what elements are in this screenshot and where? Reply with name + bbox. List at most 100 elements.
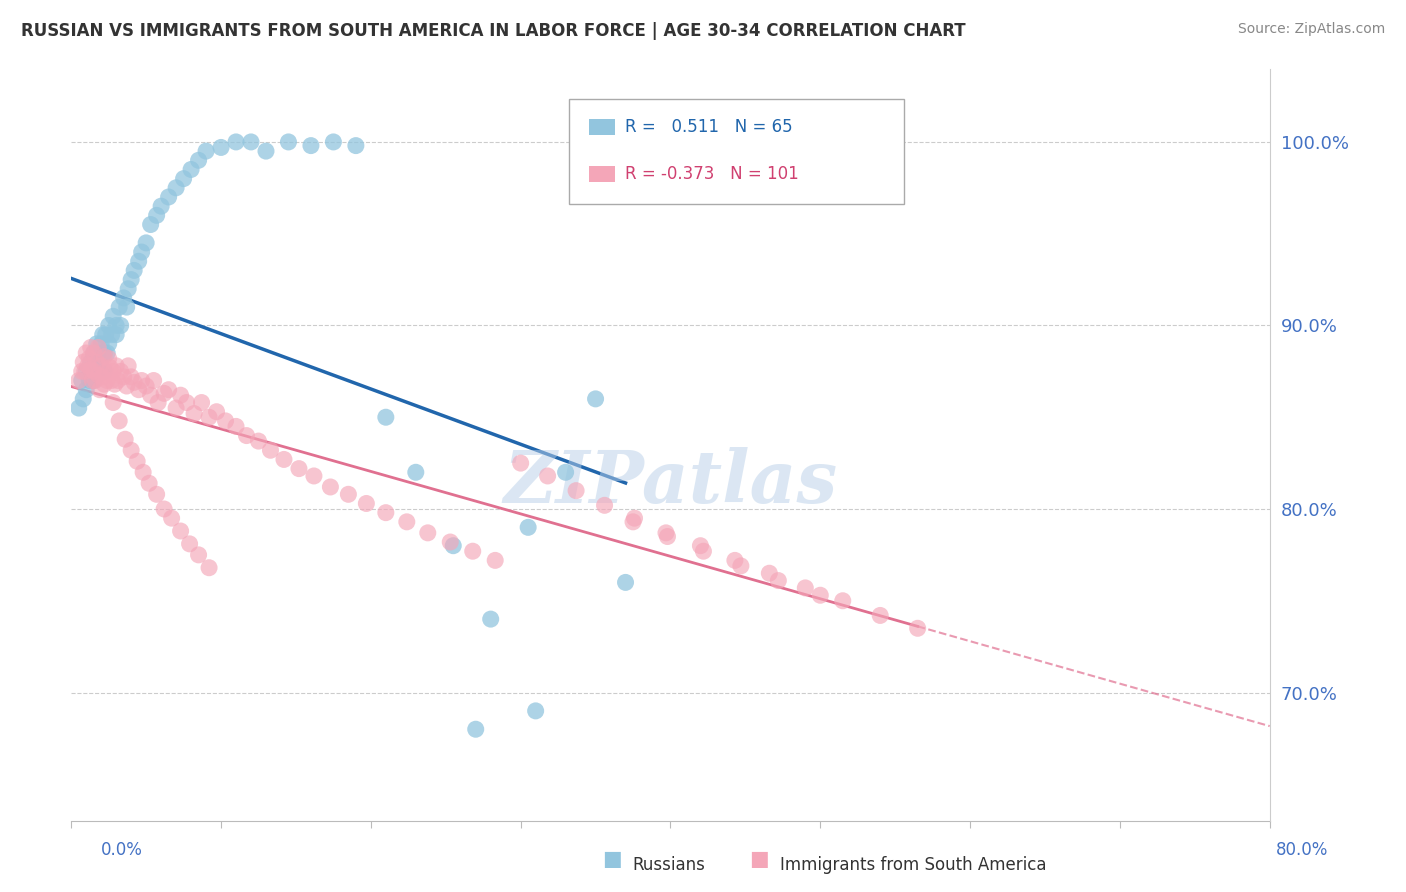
Point <box>117 282 139 296</box>
Point <box>97 351 120 366</box>
Point <box>86 336 108 351</box>
Text: ■: ■ <box>749 849 769 869</box>
Point <box>135 379 157 393</box>
Point <box>655 525 678 540</box>
Point <box>153 502 176 516</box>
Point <box>205 405 228 419</box>
Point <box>758 566 780 581</box>
Point <box>138 476 160 491</box>
Point <box>77 351 100 366</box>
Point <box>89 383 111 397</box>
Point <box>344 138 367 153</box>
Point <box>169 524 191 538</box>
Point <box>131 374 153 388</box>
Point <box>87 368 110 382</box>
Point <box>80 355 103 369</box>
Point <box>464 723 486 737</box>
Point <box>73 364 96 378</box>
Point <box>83 374 105 388</box>
Point <box>259 443 281 458</box>
Point <box>692 544 714 558</box>
Point <box>72 355 94 369</box>
Point <box>657 529 679 543</box>
Point <box>169 388 191 402</box>
Point <box>142 374 165 388</box>
Point <box>97 318 120 333</box>
Point <box>319 480 342 494</box>
Point <box>91 369 114 384</box>
Point <box>105 327 128 342</box>
Point <box>90 359 112 373</box>
Point <box>128 254 150 268</box>
Point <box>110 318 132 333</box>
FancyBboxPatch shape <box>568 99 904 204</box>
Point <box>565 483 588 498</box>
Point <box>83 346 105 360</box>
Point <box>122 263 145 277</box>
Point <box>240 135 263 149</box>
Point <box>94 364 117 378</box>
Point <box>337 487 360 501</box>
Point <box>77 374 100 388</box>
Point <box>90 336 112 351</box>
Point <box>82 374 104 388</box>
Text: ■: ■ <box>602 849 621 869</box>
Point <box>623 511 645 525</box>
Point <box>87 341 110 355</box>
Point <box>100 327 122 342</box>
Point <box>103 364 125 378</box>
Point <box>72 392 94 406</box>
Point <box>120 369 142 384</box>
Point <box>209 140 232 154</box>
Point <box>187 153 209 168</box>
Point <box>593 499 616 513</box>
Point <box>108 300 131 314</box>
Point <box>108 414 131 428</box>
Point <box>115 379 138 393</box>
Point <box>509 456 531 470</box>
Point <box>198 410 221 425</box>
Point <box>80 341 103 355</box>
Point <box>195 144 218 158</box>
Point <box>374 506 396 520</box>
Point <box>114 432 136 446</box>
Point <box>621 515 644 529</box>
Point <box>107 374 129 388</box>
Point <box>479 612 502 626</box>
Point <box>100 374 122 388</box>
Point <box>110 364 132 378</box>
Text: Source: ZipAtlas.com: Source: ZipAtlas.com <box>1237 22 1385 37</box>
Text: Immigrants from South America: Immigrants from South America <box>780 856 1047 874</box>
Point <box>83 346 105 360</box>
Text: 80.0%: 80.0% <box>1277 840 1329 858</box>
Point <box>302 469 325 483</box>
Point <box>689 539 711 553</box>
Point <box>103 395 125 409</box>
Point <box>132 465 155 479</box>
Point <box>395 515 418 529</box>
Point <box>67 374 90 388</box>
Point <box>70 374 93 388</box>
Bar <box>589 119 616 136</box>
Text: R = -0.373   N = 101: R = -0.373 N = 101 <box>624 165 799 183</box>
Point <box>96 346 118 360</box>
Point <box>524 704 547 718</box>
Point <box>139 388 162 402</box>
Point <box>145 487 167 501</box>
Point <box>517 520 540 534</box>
Point <box>165 401 187 415</box>
Point <box>86 355 108 369</box>
Point <box>76 359 98 373</box>
Point <box>356 496 378 510</box>
Point <box>730 558 752 573</box>
Point <box>104 377 127 392</box>
Point <box>97 336 120 351</box>
Point <box>235 428 257 442</box>
Point <box>70 364 93 378</box>
Point <box>131 245 153 260</box>
Point <box>83 364 105 378</box>
Point <box>75 364 97 378</box>
Point <box>84 374 107 388</box>
Point <box>145 208 167 222</box>
Point <box>160 511 183 525</box>
